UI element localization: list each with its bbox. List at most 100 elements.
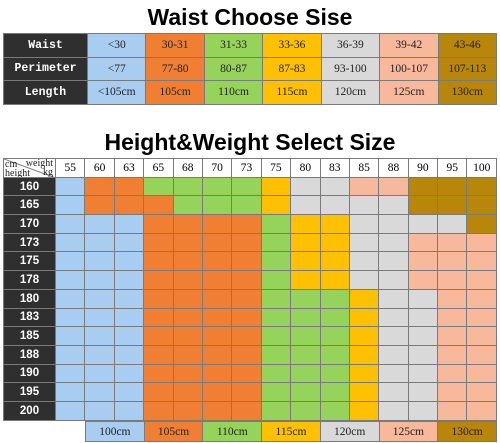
size-grid-cell: [84, 214, 115, 234]
size-grid-cell: [348, 232, 380, 253]
size-grid-cell: [407, 400, 439, 421]
size-grid-cell: [260, 176, 292, 197]
size-grid-cell: [231, 176, 262, 197]
size-grid-cell: [260, 270, 292, 290]
size-grid-cell: [437, 232, 468, 253]
size-grid-cell: [201, 270, 233, 290]
size-grid-cell: [201, 400, 233, 421]
size-grid-cell: [319, 176, 350, 197]
size-grid-cell: [201, 176, 233, 197]
size-grid-cell: [172, 251, 203, 272]
weight-column-header: 83: [319, 158, 350, 178]
size-grid-cell: [231, 288, 262, 309]
weight-column-header: 100: [466, 158, 497, 178]
size-grid-cell: [231, 363, 262, 384]
size-grid-cell: [172, 270, 203, 290]
size-grid-cell: [113, 344, 145, 365]
size-grid-cell: [407, 176, 439, 197]
size-grid-cell: [54, 344, 86, 365]
size-grid-cell: [378, 251, 409, 272]
size-grid-cell: [172, 400, 203, 421]
size-grid-cell: [290, 307, 321, 328]
size-grid-cell: [143, 251, 174, 272]
waist-table-cell: 110cm: [203, 80, 264, 105]
size-grid-cell: [407, 326, 439, 346]
weight-column-header: 95: [437, 158, 468, 178]
size-grid-cell: [54, 326, 86, 346]
size-grid-cell: [54, 195, 86, 216]
size-grid-cell: [113, 232, 145, 253]
height-row-header: 183: [3, 307, 56, 328]
size-grid-cell: [231, 232, 262, 253]
size-grid-cell: [84, 307, 115, 328]
waist-table-cell: 43-46: [437, 33, 498, 58]
waist-table-cell: 107-113: [437, 56, 498, 81]
size-grid-cell: [260, 288, 292, 309]
size-grid-cell: [348, 214, 380, 234]
size-grid-cell: [407, 251, 439, 272]
size-grid-cell: [260, 195, 292, 216]
corner-weight-label: weight: [25, 158, 53, 169]
height-row: 195: [3, 382, 497, 402]
height-row: 175: [3, 251, 497, 272]
size-grid-cell: [231, 382, 262, 402]
size-grid-cell: [348, 344, 380, 365]
size-grid-cell: [290, 195, 321, 216]
size-grid-cell: [290, 270, 321, 290]
size-grid-cell: [201, 344, 233, 365]
size-grid-cell: [348, 251, 380, 272]
height-row: 190: [3, 363, 497, 384]
size-grid-cell: [113, 176, 145, 197]
waist-row-label: Waist: [3, 33, 88, 58]
size-grid-cell: [466, 214, 497, 234]
size-grid-cell: [407, 232, 439, 253]
size-grid-cell: [201, 195, 233, 216]
size-grid-cell: [466, 232, 497, 253]
height-row: 170: [3, 214, 497, 234]
waist-table-cell: 80-87: [203, 56, 264, 81]
waist-table-cell: 93-100: [320, 56, 381, 81]
weight-column-header: 85: [348, 158, 380, 178]
size-grid-cell: [113, 363, 145, 384]
size-grid-cell: [319, 214, 350, 234]
size-grid-cell: [319, 288, 350, 309]
waist-table-cell: <77: [86, 56, 147, 81]
size-grid-cell: [84, 326, 115, 346]
height-row: 178: [3, 270, 497, 290]
size-grid-cell: [437, 363, 468, 384]
size-grid-cell: [201, 326, 233, 346]
size-grid-cell: [172, 363, 203, 384]
size-grid-cell: [348, 195, 380, 216]
waist-table-cell: 31-33: [203, 33, 264, 58]
height-row-header: 165: [3, 195, 56, 216]
size-grid-cell: [231, 195, 262, 216]
corner-cm-label: cm: [5, 159, 18, 170]
size-grid-cell: [378, 214, 409, 234]
size-grid-cell: [201, 232, 233, 253]
size-grid-cell: [319, 251, 350, 272]
weight-column-header: 90: [407, 158, 439, 178]
size-grid-cell: [378, 307, 409, 328]
size-grid-cell: [231, 270, 262, 290]
legend-cell: 110cm: [202, 421, 263, 442]
table-corner-cell: weight kg cm height: [3, 158, 56, 178]
size-grid-cell: [407, 270, 439, 290]
length-legend-table: 100cm 105cm 110cm 115cm 120cm 125cm 130cm: [85, 421, 497, 442]
size-grid-cell: [201, 214, 233, 234]
size-grid-cell: [143, 176, 174, 197]
size-grid-cell: [260, 382, 292, 402]
height-row-header: 180: [3, 288, 56, 309]
size-grid-cell: [143, 288, 174, 309]
size-grid-cell: [348, 176, 380, 197]
size-grid-cell: [466, 195, 497, 216]
size-grid-cell: [113, 251, 145, 272]
size-grid-cell: [466, 326, 497, 346]
corner-height-label: height: [5, 168, 30, 178]
size-grid-cell: [143, 307, 174, 328]
size-grid-cell: [172, 195, 203, 216]
weight-column-header: 55: [54, 158, 86, 178]
size-grid-cell: [54, 400, 86, 421]
legend-cell: 105cm: [143, 421, 204, 442]
size-grid-cell: [113, 307, 145, 328]
size-grid-cell: [437, 326, 468, 346]
